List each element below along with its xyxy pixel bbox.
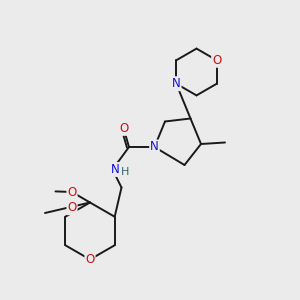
Text: N: N [150,140,159,154]
Text: O: O [212,54,221,67]
Text: methoxy: methoxy [40,212,46,213]
Text: O: O [85,253,94,266]
Text: N: N [172,77,181,90]
Text: N: N [111,163,120,176]
Text: H: H [121,167,129,177]
Text: O: O [68,201,76,214]
Text: O: O [68,185,76,199]
Text: O: O [119,122,128,135]
